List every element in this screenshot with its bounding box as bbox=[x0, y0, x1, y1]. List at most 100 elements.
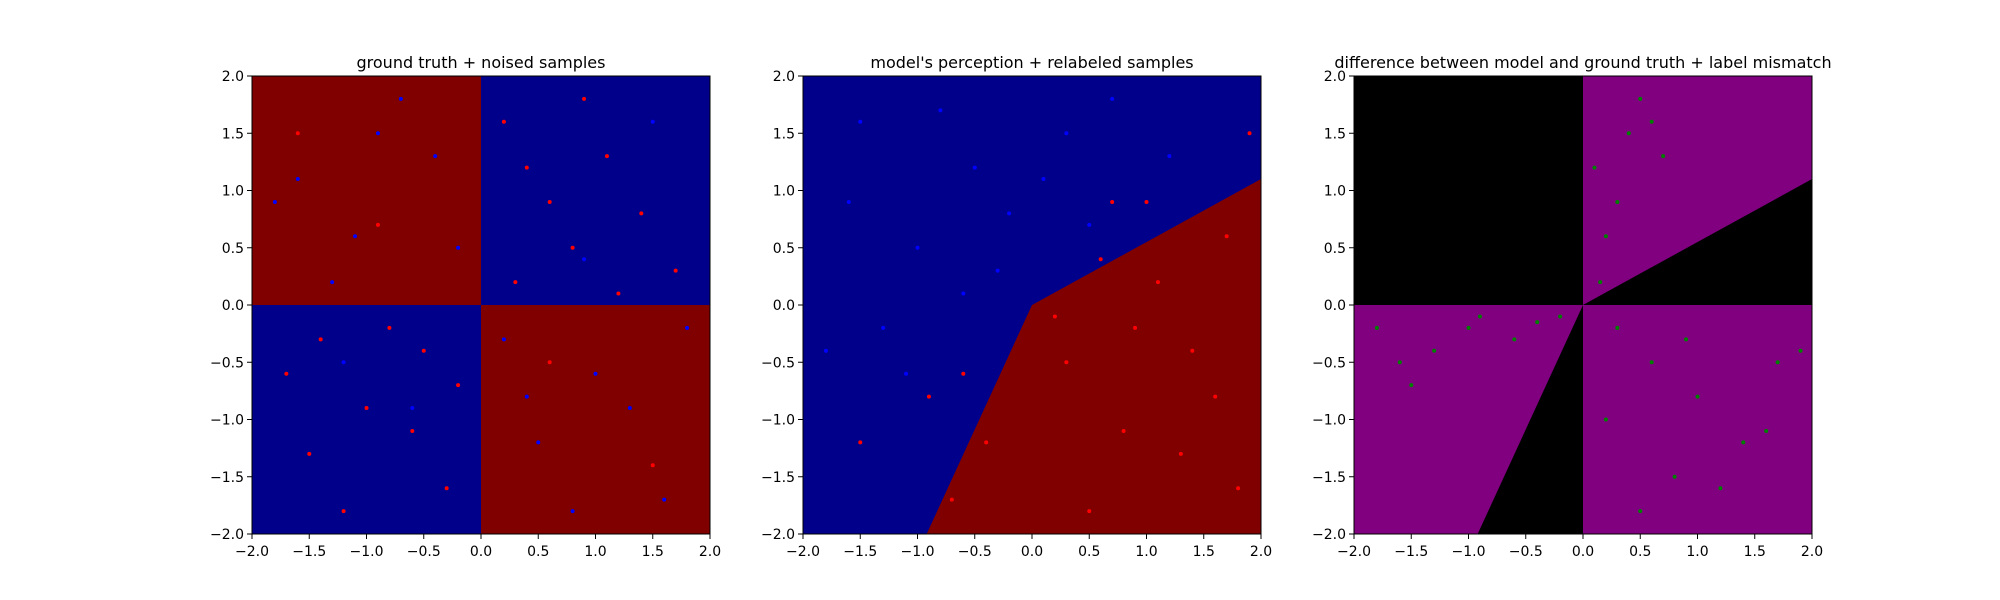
y-tick-label: −0.5 bbox=[761, 355, 795, 371]
chart-title: difference between model and ground trut… bbox=[1334, 53, 1831, 72]
data-point-blue bbox=[398, 96, 403, 101]
data-point-red bbox=[513, 280, 518, 285]
x-tick-label: 0.5 bbox=[527, 544, 549, 560]
data-point-mismatch bbox=[1558, 314, 1563, 319]
data-point-blue bbox=[627, 406, 632, 411]
x-tick-label: 0.5 bbox=[1629, 544, 1651, 560]
data-point-red bbox=[524, 165, 529, 170]
chart-panel-3: −2.0 −1.5 −1.0 −0.5 0.0 0.5 1.0 1.5 2.0 −2.0 −1.5 −… bbox=[1312, 53, 1832, 560]
data-point-blue bbox=[846, 199, 851, 204]
region-match-wedge-right bbox=[1583, 179, 1812, 305]
data-point-blue bbox=[1007, 211, 1012, 216]
y-tick-label: 1.5 bbox=[222, 126, 244, 142]
data-point-mismatch bbox=[1512, 337, 1517, 342]
x-tick-label: −1.5 bbox=[1394, 544, 1428, 560]
x-tick-label: 0.0 bbox=[1572, 544, 1594, 560]
chart-title: model's perception + relabeled samples bbox=[870, 53, 1193, 72]
data-point-mismatch bbox=[1615, 325, 1620, 330]
y-tick-label: 1.0 bbox=[1324, 184, 1346, 200]
data-point-red bbox=[926, 394, 931, 399]
x-tick-label: −1.0 bbox=[901, 544, 935, 560]
data-point-red bbox=[1110, 199, 1115, 204]
data-point-red bbox=[570, 245, 575, 250]
x-tick-label: 2.0 bbox=[699, 544, 721, 560]
region-red-bottom-right bbox=[481, 305, 710, 534]
data-point-blue bbox=[456, 245, 461, 250]
x-tick-label: −1.5 bbox=[843, 544, 877, 560]
data-point-blue bbox=[1087, 222, 1092, 227]
data-point-red bbox=[582, 96, 587, 101]
data-point-red bbox=[444, 486, 449, 491]
data-point-red bbox=[1144, 199, 1149, 204]
data-point-mismatch bbox=[1603, 417, 1608, 422]
data-point-red bbox=[1121, 428, 1126, 433]
x-tick-label: 1.5 bbox=[642, 544, 664, 560]
data-point-mismatch bbox=[1397, 360, 1402, 365]
x-tick-label: 1.0 bbox=[1135, 544, 1157, 560]
data-point-red bbox=[375, 222, 380, 227]
data-point-red bbox=[547, 360, 552, 365]
chart-panel-2: −2.0 −1.5 −1.0 −0.5 0.0 0.5 1.0 1.5 2.0 −2.0 −1.5 −… bbox=[761, 53, 1272, 560]
x-tick-label: 0.0 bbox=[1021, 544, 1043, 560]
y-tick-label: −1.0 bbox=[761, 413, 795, 429]
data-point-mismatch bbox=[1615, 199, 1620, 204]
data-point-red bbox=[1064, 360, 1069, 365]
data-point-red bbox=[456, 383, 461, 388]
data-point-red bbox=[1133, 325, 1138, 330]
y-tick-label: 0.5 bbox=[222, 241, 244, 257]
data-point-mismatch bbox=[1638, 509, 1643, 514]
y-tick-label: −0.5 bbox=[210, 355, 244, 371]
data-point-blue bbox=[995, 268, 1000, 273]
x-tick-label: 0.0 bbox=[470, 544, 492, 560]
data-point-mismatch bbox=[1535, 320, 1540, 325]
data-point-mismatch bbox=[1775, 360, 1780, 365]
data-point-mismatch bbox=[1374, 325, 1379, 330]
data-point-blue bbox=[685, 325, 690, 330]
data-point-red bbox=[421, 348, 426, 353]
y-tick-label: −1.0 bbox=[210, 413, 244, 429]
data-point-blue bbox=[375, 131, 380, 136]
x-tick-label: 1.0 bbox=[1686, 544, 1708, 560]
data-point-blue bbox=[501, 337, 506, 342]
y-tick-label: −2.0 bbox=[1312, 527, 1346, 543]
data-point-blue bbox=[1110, 96, 1115, 101]
data-point-mismatch bbox=[1672, 474, 1677, 479]
data-point-red bbox=[604, 154, 609, 159]
x-tick-label: 2.0 bbox=[1801, 544, 1823, 560]
y-tick-label: −1.5 bbox=[210, 470, 244, 486]
data-point-red bbox=[673, 268, 678, 273]
x-tick-label: 1.5 bbox=[1193, 544, 1215, 560]
data-point-blue bbox=[858, 119, 863, 124]
y-tick-label: −1.5 bbox=[1312, 470, 1346, 486]
data-point-blue bbox=[881, 325, 886, 330]
data-point-red bbox=[1178, 451, 1183, 456]
x-tick-label: 2.0 bbox=[1250, 544, 1272, 560]
data-point-blue bbox=[823, 348, 828, 353]
x-tick-label: −1.0 bbox=[1452, 544, 1486, 560]
region-blue-bottom-left bbox=[252, 305, 481, 534]
y-tick-label: 1.5 bbox=[1324, 126, 1346, 142]
x-tick-label: −2.0 bbox=[786, 544, 820, 560]
data-point-red bbox=[616, 291, 621, 296]
region-blue-top-right bbox=[481, 76, 710, 305]
x-tick-label: −0.5 bbox=[958, 544, 992, 560]
y-tick-label: 1.5 bbox=[773, 126, 795, 142]
data-point-blue bbox=[904, 371, 909, 376]
x-tick-label: −0.5 bbox=[407, 544, 441, 560]
region-red-top-left bbox=[252, 76, 481, 305]
data-point-red bbox=[284, 371, 289, 376]
data-point-blue bbox=[938, 108, 943, 113]
data-point-blue bbox=[330, 280, 335, 285]
y-tick-label: 0.5 bbox=[1324, 241, 1346, 257]
x-tick-label: 1.5 bbox=[1744, 544, 1766, 560]
data-point-red bbox=[1155, 280, 1160, 285]
plot-area bbox=[803, 76, 1261, 534]
data-point-blue bbox=[972, 165, 977, 170]
data-point-red bbox=[1236, 486, 1241, 491]
data-point-red bbox=[639, 211, 644, 216]
data-point-blue bbox=[341, 360, 346, 365]
data-point-red bbox=[1213, 394, 1218, 399]
y-tick-label: −1.0 bbox=[1312, 413, 1346, 429]
data-point-red bbox=[650, 463, 655, 468]
